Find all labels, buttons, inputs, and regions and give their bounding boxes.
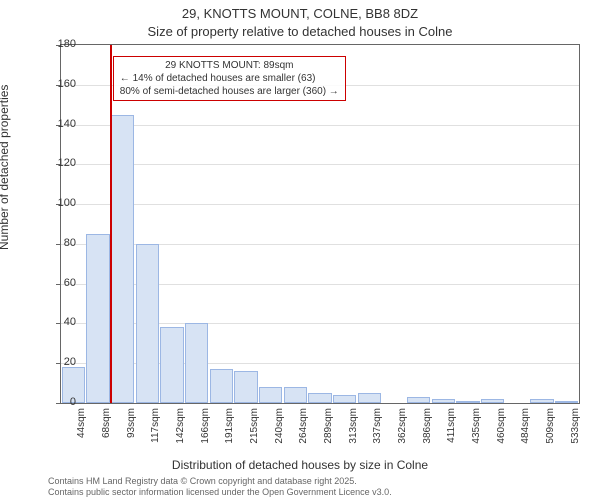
xtick-label: 93sqm [126, 408, 137, 468]
xtick-label: 313sqm [348, 408, 359, 468]
histogram-bar [234, 371, 257, 403]
histogram-bar [555, 401, 578, 403]
xtick-label: 509sqm [545, 408, 556, 468]
gridline-h [61, 204, 579, 205]
ytick-label: 60 [40, 277, 76, 289]
histogram-bar [456, 401, 479, 403]
footer-attribution: Contains HM Land Registry data © Crown c… [48, 476, 392, 498]
xtick-label: 484sqm [520, 408, 531, 468]
xtick-label: 68sqm [101, 408, 112, 468]
property-callout: 29 KNOTTS MOUNT: 89sqm← 14% of detached … [113, 56, 346, 101]
histogram-bar [284, 387, 307, 403]
footer-line1: Contains HM Land Registry data © Crown c… [48, 476, 392, 487]
ytick-label: 160 [40, 78, 76, 90]
callout-line: 29 KNOTTS MOUNT: 89sqm [120, 59, 339, 72]
gridline-h [61, 164, 579, 165]
histogram-bar [111, 115, 134, 403]
histogram-bar [210, 369, 233, 403]
chart-title-line2: Size of property relative to detached ho… [0, 24, 600, 39]
histogram-bar [358, 393, 381, 403]
ytick-label: 40 [40, 316, 76, 328]
histogram-bar [136, 244, 159, 403]
ytick-label: 140 [40, 118, 76, 130]
histogram-bar [432, 399, 455, 403]
ytick-label: 100 [40, 197, 76, 209]
xtick-label: 411sqm [446, 408, 457, 468]
histogram-bar [333, 395, 356, 403]
xtick-label: 386sqm [422, 408, 433, 468]
histogram-bar [308, 393, 331, 403]
footer-line2: Contains public sector information licen… [48, 487, 392, 498]
ytick-label: 80 [40, 237, 76, 249]
xtick-label: 337sqm [372, 408, 383, 468]
ytick-label: 0 [40, 396, 76, 408]
xtick-label: 166sqm [200, 408, 211, 468]
xtick-label: 533sqm [570, 408, 581, 468]
gridline-h [61, 125, 579, 126]
chart-title-line1: 29, KNOTTS MOUNT, COLNE, BB8 8DZ [0, 6, 600, 21]
xtick-label: 264sqm [298, 408, 309, 468]
xtick-label: 142sqm [175, 408, 186, 468]
xtick-label: 362sqm [397, 408, 408, 468]
xtick-label: 289sqm [323, 408, 334, 468]
callout-line: 80% of semi-detached houses are larger (… [120, 85, 339, 98]
ytick-label: 120 [40, 157, 76, 169]
histogram-bar [530, 399, 553, 403]
histogram-bar [86, 234, 109, 403]
xtick-label: 44sqm [76, 408, 87, 468]
histogram-bar [160, 327, 183, 403]
histogram-bar [185, 323, 208, 403]
xtick-label: 215sqm [249, 408, 260, 468]
callout-line: ← 14% of detached houses are smaller (63… [120, 72, 339, 85]
y-axis-label: Number of detached properties [0, 85, 11, 250]
xtick-label: 460sqm [496, 408, 507, 468]
ytick-label: 180 [40, 38, 76, 50]
xtick-label: 240sqm [274, 408, 285, 468]
histogram-bar [407, 397, 430, 403]
xtick-label: 435sqm [471, 408, 482, 468]
histogram-bar [481, 399, 504, 403]
plot-area: 29 KNOTTS MOUNT: 89sqm← 14% of detached … [60, 44, 580, 404]
histogram-bar [259, 387, 282, 403]
ytick-label: 20 [40, 356, 76, 368]
xtick-label: 117sqm [150, 408, 161, 468]
xtick-label: 191sqm [224, 408, 235, 468]
